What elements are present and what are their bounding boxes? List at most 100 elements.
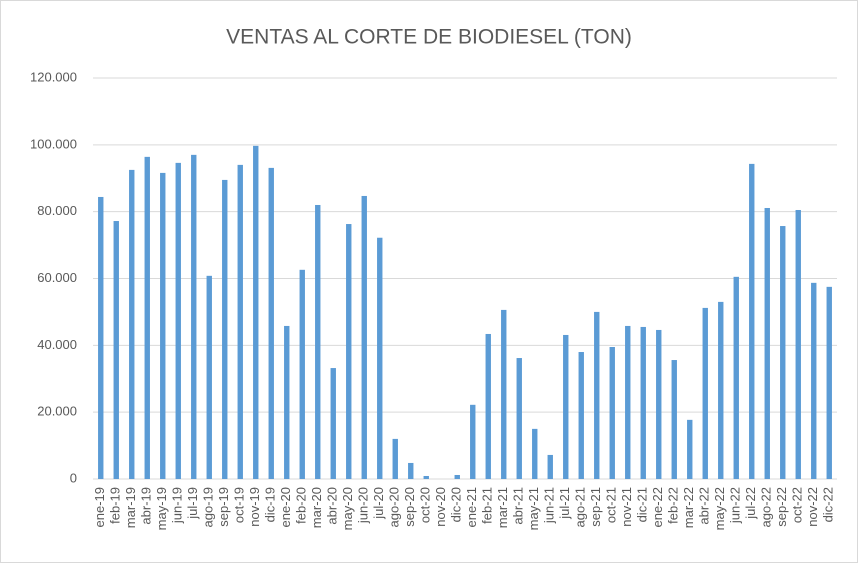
bar: [547, 454, 553, 479]
bar: [284, 325, 290, 479]
x-tick-label: dic-20: [449, 487, 464, 522]
bar: [129, 169, 135, 480]
bar: [671, 360, 677, 479]
bar: [330, 368, 336, 479]
bar: [423, 475, 429, 479]
x-tick-label: may-20: [340, 487, 355, 530]
x-tick-label: nov-22: [805, 487, 820, 527]
y-tick-label: 60.000: [37, 270, 77, 285]
x-tick-label: ago-22: [759, 487, 774, 527]
bar: [361, 195, 367, 480]
bar: [625, 325, 631, 479]
bar: [454, 474, 460, 479]
x-tick-label: ago-21: [573, 487, 588, 527]
x-tick-label: abr-22: [697, 487, 712, 525]
x-tick-label: jun-19: [170, 487, 185, 524]
bar: [175, 162, 181, 479]
x-tick-label: sep-22: [774, 487, 789, 527]
x-tick-label: may-22: [712, 487, 727, 530]
bar: [656, 329, 662, 479]
bar: [408, 462, 414, 479]
x-tick-label: nov-20: [433, 487, 448, 527]
bar: [733, 276, 739, 479]
bar: [222, 179, 228, 479]
bar: [764, 207, 770, 479]
bar: [811, 282, 817, 479]
x-tick-label: nov-19: [247, 487, 262, 527]
x-tick-label: jul-20: [371, 487, 386, 520]
bar: [516, 358, 522, 479]
x-tick-label: dic-22: [821, 487, 836, 522]
bar: [315, 204, 321, 479]
x-tick-label: jun-22: [728, 487, 743, 524]
bar: [594, 311, 600, 479]
x-tick-label: feb-22: [666, 487, 681, 524]
bar: [578, 352, 584, 479]
x-tick-label: ene-22: [650, 487, 665, 527]
y-tick-label: 0: [70, 470, 77, 485]
bar: [113, 221, 119, 480]
x-tick-label: jul-21: [557, 487, 572, 520]
x-tick-label: nov-21: [619, 487, 634, 527]
x-tick-label: dic-19: [263, 487, 278, 522]
x-tick-label: mar-21: [495, 487, 510, 528]
bar: [795, 209, 801, 479]
x-tick-label: sep-21: [588, 487, 603, 527]
x-tick-label: may-21: [526, 487, 541, 530]
x-tick-label: oct-21: [604, 487, 619, 523]
x-tick-label: sep-19: [216, 487, 231, 527]
x-tick-label: sep-20: [402, 487, 417, 527]
bar: [702, 307, 708, 479]
bar: [377, 237, 383, 479]
bar: [826, 286, 832, 479]
bar: [609, 347, 615, 479]
x-tick-label: ene-20: [278, 487, 293, 527]
x-tick-label: jun-20: [356, 487, 371, 524]
x-tick-label: mar-19: [123, 487, 138, 528]
bar: [392, 438, 398, 479]
x-tick-label: feb-19: [108, 487, 123, 524]
bar: [98, 196, 104, 480]
bar: [485, 333, 491, 479]
x-tick-label: jun-21: [542, 487, 557, 524]
x-tick-label: ene-21: [464, 487, 479, 527]
bar: [160, 172, 166, 480]
y-tick-label: 120.000: [30, 69, 77, 84]
bar: [206, 275, 212, 479]
y-tick-label: 80.000: [37, 203, 77, 218]
x-tick-label: feb-21: [480, 487, 495, 524]
bar: [532, 428, 538, 479]
x-tick-label: jul-22: [743, 487, 758, 520]
x-tick-label: abr-20: [325, 487, 340, 525]
y-tick-label: 100.000: [30, 136, 77, 151]
x-tick-label: ago-19: [201, 487, 216, 527]
bar: [253, 145, 259, 480]
x-tick-label: oct-19: [232, 487, 247, 523]
x-tick-label: oct-20: [418, 487, 433, 523]
bar: [237, 164, 243, 479]
x-tick-label: abr-19: [139, 487, 154, 525]
x-tick-label: abr-21: [511, 487, 526, 525]
y-tick-label: 40.000: [37, 337, 77, 352]
x-tick-label: may-19: [154, 487, 169, 530]
bar: [191, 154, 197, 479]
x-tick-label: oct-22: [790, 487, 805, 523]
bar: [780, 226, 786, 479]
x-tick-label: ene-19: [92, 487, 107, 527]
y-tick-label: 20.000: [37, 404, 77, 419]
bar: [268, 167, 274, 479]
x-tick-label: ago-20: [387, 487, 402, 527]
bar: [501, 309, 507, 479]
chart-title: VENTAS AL CORTE DE BIODIESEL (TON): [226, 26, 632, 49]
bar: [718, 301, 724, 479]
bar: [687, 419, 693, 479]
x-tick-label: jul-19: [185, 487, 200, 520]
x-tick-label: dic-21: [635, 487, 650, 522]
bar: [346, 224, 352, 479]
bar: [640, 326, 646, 479]
bar: [144, 156, 150, 479]
x-tick-label: mar-22: [681, 487, 696, 528]
bar: [749, 163, 755, 479]
